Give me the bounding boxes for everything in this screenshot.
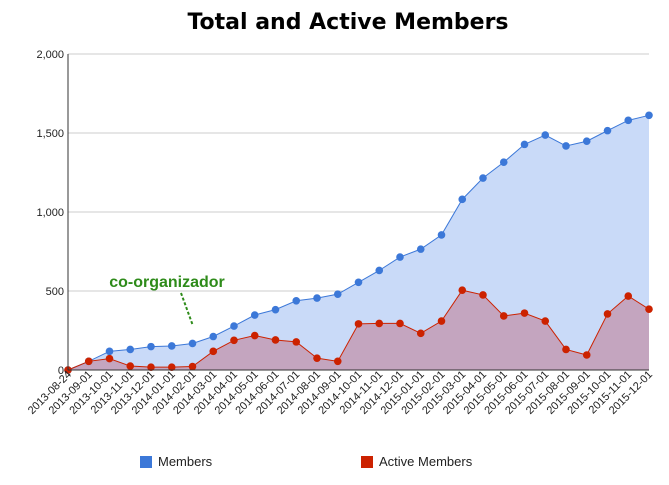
series-area-0 [68,115,649,370]
data-point-0-5 [167,342,176,350]
data-point-0-20 [479,174,487,182]
data-point-0-10 [271,305,280,314]
data-point-0-9 [250,311,259,319]
data-point-1-6 [188,362,197,371]
data-point-0-7 [209,332,218,341]
data-point-0-16 [396,253,404,261]
data-point-1-1 [84,357,93,366]
data-point-1-26 [603,310,612,318]
annotation-label: co-organizador [109,274,225,291]
data-point-0-25 [582,137,591,146]
data-point-0-15 [375,266,384,275]
data-point-1-11 [292,338,301,346]
data-point-1-24 [562,345,570,354]
legend-swatch-members [140,455,152,468]
data-point-1-25 [582,351,591,359]
series-area-1 [68,290,649,370]
data-point-1-20 [479,291,487,299]
legend-label-active-members: Active Members [379,454,473,469]
annotation-pointer [180,292,194,325]
data-point-0-13 [333,290,342,298]
series-points [64,111,653,374]
annotations: co-organizador [109,274,225,325]
data-point-1-13 [333,357,342,366]
data-point-1-15 [375,319,384,328]
legend-label-members: Members [158,454,213,469]
data-point-1-28 [645,305,653,313]
chart-title: Total and Active Members [187,10,509,35]
y-tick-label: 0 [58,365,64,377]
data-point-0-3 [126,345,135,354]
data-point-0-6 [188,339,197,348]
data-point-0-14 [354,278,363,287]
legend-swatch-active-members [361,455,373,468]
data-point-0-28 [645,111,653,120]
data-point-0-12 [313,294,321,302]
data-point-1-7 [209,347,218,356]
data-point-1-16 [396,319,404,328]
y-tick-label: 1,500 [36,128,64,140]
y-tick-label: 1,000 [36,207,64,219]
legend-item-members: Members [140,454,212,469]
data-point-1-8 [230,336,238,345]
data-point-1-12 [313,354,321,362]
data-point-1-22 [520,309,529,317]
data-point-0-17 [416,245,425,253]
data-point-0-22 [520,140,529,149]
data-point-1-21 [499,312,508,320]
data-point-0-2 [105,347,114,356]
data-point-0-4 [147,342,155,351]
y-tick-label: 500 [46,286,64,298]
data-point-0-23 [541,131,550,139]
y-tick-label: 2,000 [36,49,64,61]
data-point-0-26 [603,126,612,135]
data-point-1-10 [271,336,280,344]
data-point-0-8 [230,322,238,330]
data-point-0-11 [292,296,301,305]
series-areas [68,115,649,370]
data-point-1-5 [167,363,176,371]
data-point-0-18 [437,231,446,239]
data-point-1-3 [126,362,135,370]
data-point-1-9 [250,331,259,340]
data-point-0-24 [562,142,570,150]
data-point-1-14 [354,320,363,328]
data-point-1-19 [458,286,467,295]
data-point-1-4 [147,363,155,371]
data-point-0-19 [458,195,467,204]
data-point-1-27 [624,292,633,300]
data-point-0-27 [624,116,633,125]
data-point-1-2 [105,354,114,363]
data-point-1-18 [437,317,446,325]
legend-item-active-members: Active Members [361,454,472,469]
data-point-1-23 [541,317,550,325]
data-point-1-17 [416,329,425,338]
data-point-0-21 [499,158,508,167]
